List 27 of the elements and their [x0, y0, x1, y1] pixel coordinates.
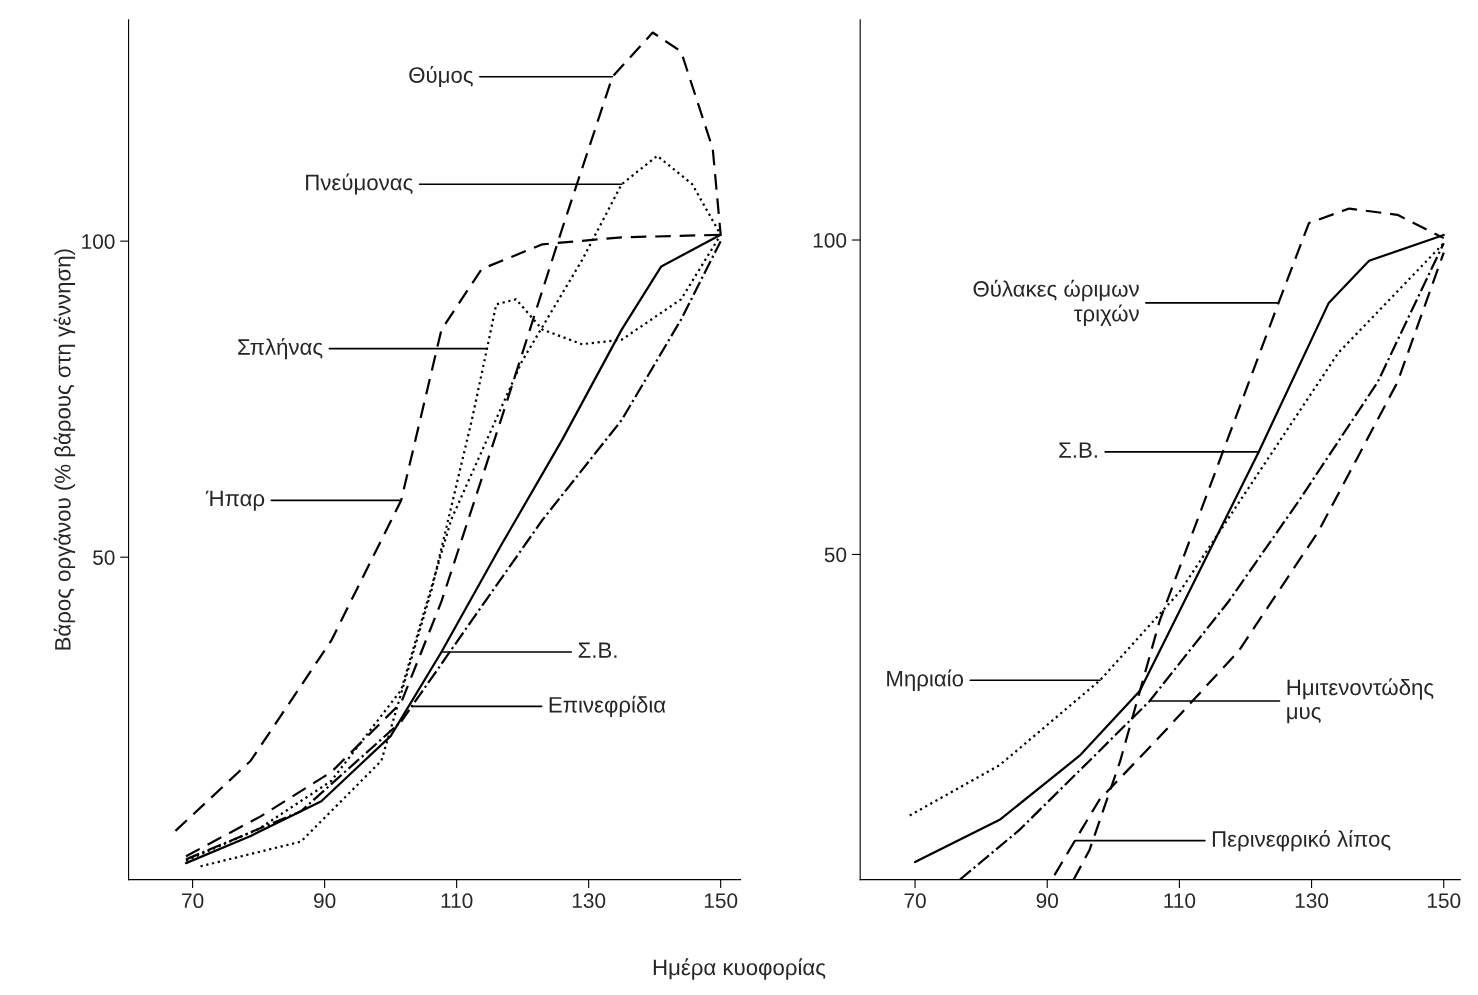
x-tick-label: 90 — [1036, 893, 1058, 909]
y-tick-label: 50 — [824, 547, 847, 563]
x-tick-label: 130 — [572, 893, 606, 909]
annotation: Περινεφρικό λίπος — [1212, 829, 1391, 852]
x-tick-label: 70 — [904, 893, 926, 909]
annotation: Θύμος — [409, 65, 473, 87]
annotation: Σπλήνας — [238, 337, 323, 360]
y-tick-label: 100 — [813, 233, 847, 248]
x-axis-title: Ημέρα κυοφορίας — [653, 958, 826, 980]
x-tick-label: 150 — [704, 893, 738, 909]
annotation: Πνεύμονας — [306, 173, 413, 195]
annotation: Μηριαίο — [887, 669, 964, 691]
annotation: Επινεφρίδια — [549, 695, 666, 718]
y-axis-title: Βάρος οργάνου (% βάρους στη γέννηση) — [53, 249, 76, 650]
y-tick-label: 100 — [82, 234, 115, 249]
x-tick-label: 130 — [1295, 893, 1329, 909]
x-tick-label: 110 — [1164, 893, 1196, 909]
x-tick-label: 150 — [1427, 893, 1461, 909]
x-tick-label: 110 — [441, 893, 473, 909]
x-tick-label: 90 — [314, 893, 336, 909]
annotation: Σ.Β. — [578, 642, 617, 658]
annotation: Ήπαρ — [205, 490, 265, 511]
annotation: Ημιτενοντώδης μυς — [1287, 678, 1434, 724]
annotation: Θύλακες ώριμων τριχών — [973, 279, 1139, 326]
annotation: Σ.Β. — [1059, 442, 1097, 458]
y-tick-label: 50 — [93, 550, 115, 565]
x-tick-label: 70 — [182, 893, 204, 909]
